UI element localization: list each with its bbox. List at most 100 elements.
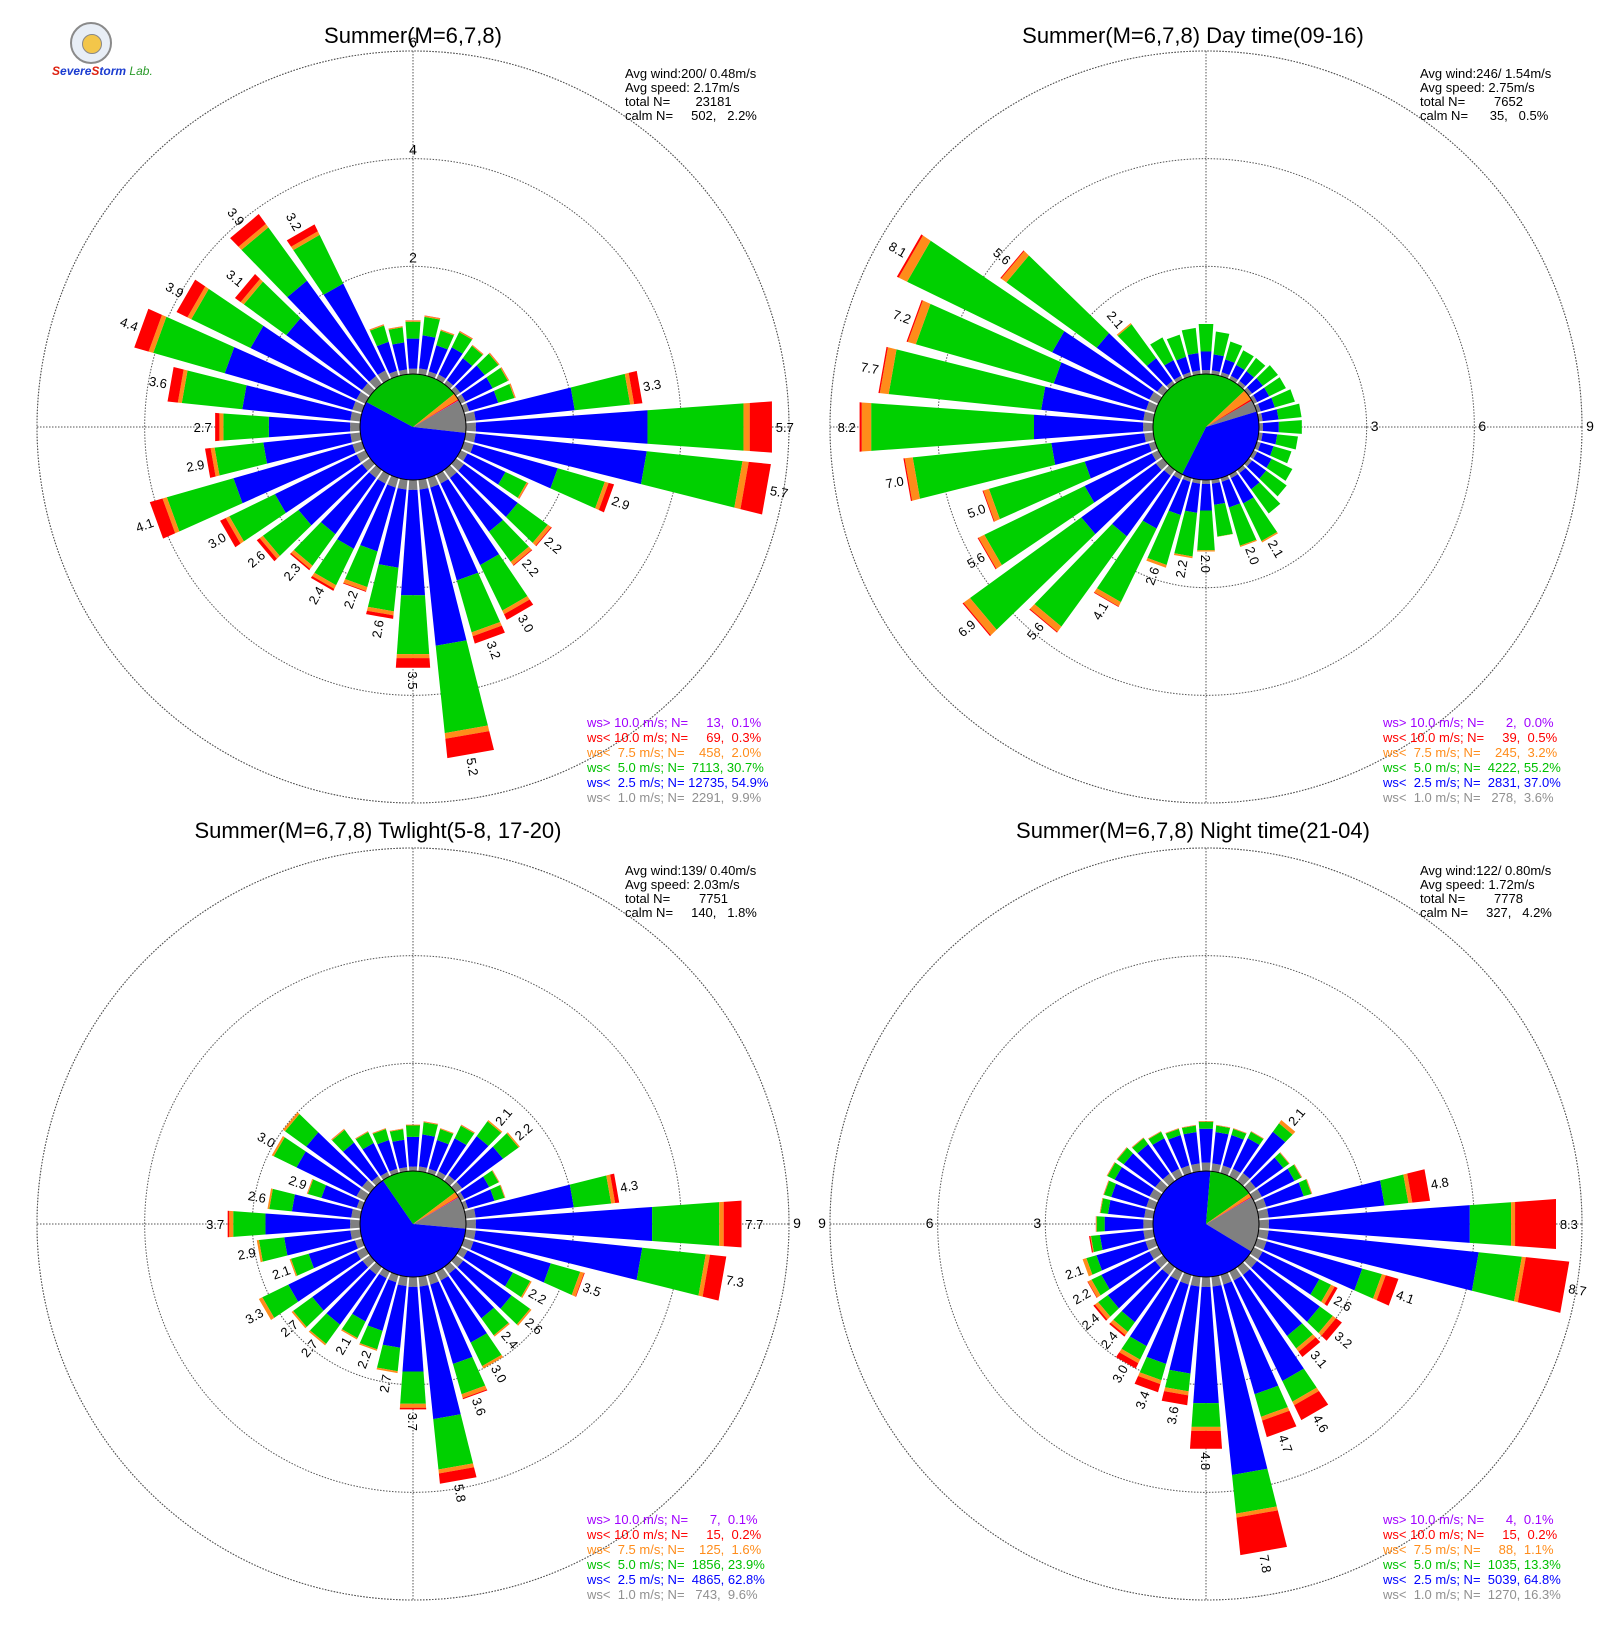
direction-label-180: 4.8 — [1198, 1452, 1213, 1470]
direction-bar-30 — [1229, 1131, 1264, 1181]
direction-label-100: 8.7 — [1567, 1281, 1587, 1299]
legend-entry-1: ws> 10.0 m/s; N= 2, 0.0% — [1382, 715, 1554, 730]
bar-band-3 — [1173, 553, 1193, 559]
direction-bar-350 — [388, 326, 408, 376]
bar-band-0 — [461, 1238, 474, 1250]
bar-band-1 — [1146, 1281, 1189, 1364]
bar-band-0 — [369, 465, 382, 479]
bar-band-0 — [371, 1175, 382, 1186]
bar-band-2 — [1098, 1295, 1119, 1317]
bar-band-2 — [1117, 324, 1157, 366]
direction-bar-280 — [878, 346, 1155, 422]
direction-label-120: 2.6 — [1331, 1293, 1354, 1315]
bar-band-0 — [465, 422, 476, 432]
direction-label-290: 7.2 — [891, 307, 913, 327]
direction-label-270: 2.7 — [194, 420, 212, 435]
bar-band-3 — [1292, 1387, 1319, 1406]
bar-band-1 — [1263, 1182, 1304, 1207]
bar-band-2 — [481, 1307, 509, 1336]
bar-band-2 — [1380, 1174, 1409, 1206]
direction-bar-220 — [1109, 1262, 1175, 1337]
bar-band-2 — [1254, 1385, 1288, 1417]
bar-band-4 — [1106, 1162, 1115, 1176]
bar-band-2 — [1310, 1279, 1332, 1302]
direction-label-230: 2.4 — [1079, 1310, 1102, 1333]
bar-band-0 — [1146, 1198, 1158, 1210]
bar-band-2 — [493, 383, 515, 403]
stat-line-1: Avg wind:246/ 1.54m/s — [1420, 66, 1552, 81]
bar-band-2 — [1181, 327, 1199, 355]
stat-line-3: total N= 7751 — [625, 891, 728, 906]
bar-band-3 — [698, 1254, 710, 1297]
bar-band-2 — [359, 1325, 383, 1350]
pie-slice-0 — [1206, 1197, 1259, 1252]
bar-band-3 — [389, 1128, 404, 1132]
bar-band-1 — [402, 1286, 424, 1372]
direction-label-210: 2.4 — [305, 584, 327, 607]
bar-band-1 — [321, 1185, 360, 1208]
bar-band-0 — [465, 1219, 476, 1229]
bar-band-2 — [1232, 1468, 1277, 1514]
bar-band-2 — [181, 370, 247, 410]
bar-band-4 — [1089, 1236, 1094, 1253]
bar-band-1 — [460, 1176, 490, 1199]
bar-band-3 — [259, 535, 280, 559]
bar-band-0 — [461, 441, 474, 453]
bar-band-1 — [419, 488, 467, 646]
bar-band-4 — [501, 367, 510, 381]
bar-band-0 — [356, 1247, 370, 1260]
bar-band-0 — [351, 1208, 362, 1219]
direction-label-200: 3.4 — [1132, 1389, 1152, 1411]
bar-band-1 — [1212, 1131, 1229, 1165]
bar-band-3 — [1279, 1152, 1290, 1164]
bar-band-2 — [389, 1129, 405, 1142]
legend-entry-1: ws> 10.0 m/s; N= 7, 0.1% — [586, 1512, 758, 1527]
pie-slice-2 — [382, 1171, 456, 1224]
direction-bar-320 — [230, 214, 382, 389]
bar-band-2 — [1246, 357, 1266, 378]
bar-band-1 — [233, 444, 356, 504]
bar-band-2 — [1214, 502, 1233, 537]
stat-line-4: calm N= 327, 4.2% — [1420, 905, 1552, 920]
bar-band-4 — [1116, 1147, 1127, 1160]
bar-band-4 — [310, 576, 335, 591]
direction-bar-300 — [896, 234, 1163, 404]
severe-storm-lab-logo: SevereStorm Lab. — [52, 22, 153, 86]
bar-band-0 — [361, 458, 375, 471]
bar-band-1 — [1176, 356, 1191, 375]
bar-band-2 — [1256, 365, 1278, 386]
bar-band-0 — [1149, 391, 1163, 404]
direction-label-220: 2.7 — [298, 1337, 321, 1360]
bar-band-1 — [323, 283, 386, 375]
direction-bar-350 — [1181, 327, 1201, 376]
bar-band-0 — [1254, 403, 1261, 413]
bar-band-3 — [1099, 1198, 1104, 1214]
bar-band-1 — [1084, 453, 1157, 503]
bar-band-3 — [734, 461, 749, 510]
bar-band-0 — [1249, 1189, 1262, 1201]
bar-band-2 — [1117, 1147, 1134, 1165]
direction-bar-340 — [1165, 1128, 1192, 1176]
direction-label-200: 2.6 — [1142, 565, 1162, 587]
direction-bar-190 — [376, 1275, 408, 1374]
bar-band-0 — [451, 458, 465, 471]
bar-band-4 — [1321, 1318, 1342, 1341]
bar-band-1 — [1096, 333, 1163, 392]
bar-band-0 — [1211, 1163, 1221, 1173]
bar-band-1 — [1212, 1285, 1268, 1476]
bar-band-1 — [360, 484, 396, 552]
bar-band-2 — [1107, 1162, 1122, 1180]
direction-bar-180 — [1197, 479, 1215, 552]
bar-band-0 — [361, 383, 375, 396]
bar-band-1 — [1230, 364, 1245, 380]
bar-band-4 — [962, 602, 991, 637]
direction-bar-120 — [1249, 450, 1293, 481]
bar-band-1 — [1104, 1216, 1144, 1232]
direction-bar-100 — [1257, 1229, 1570, 1313]
direction-label-230: 2.6 — [245, 548, 268, 571]
bar-band-2 — [1165, 1128, 1181, 1140]
bar-band-2 — [1174, 510, 1198, 557]
direction-label-80: 3.3 — [642, 376, 662, 394]
direction-bar-130 — [1244, 458, 1287, 497]
direction-bar-160 — [427, 1272, 488, 1400]
